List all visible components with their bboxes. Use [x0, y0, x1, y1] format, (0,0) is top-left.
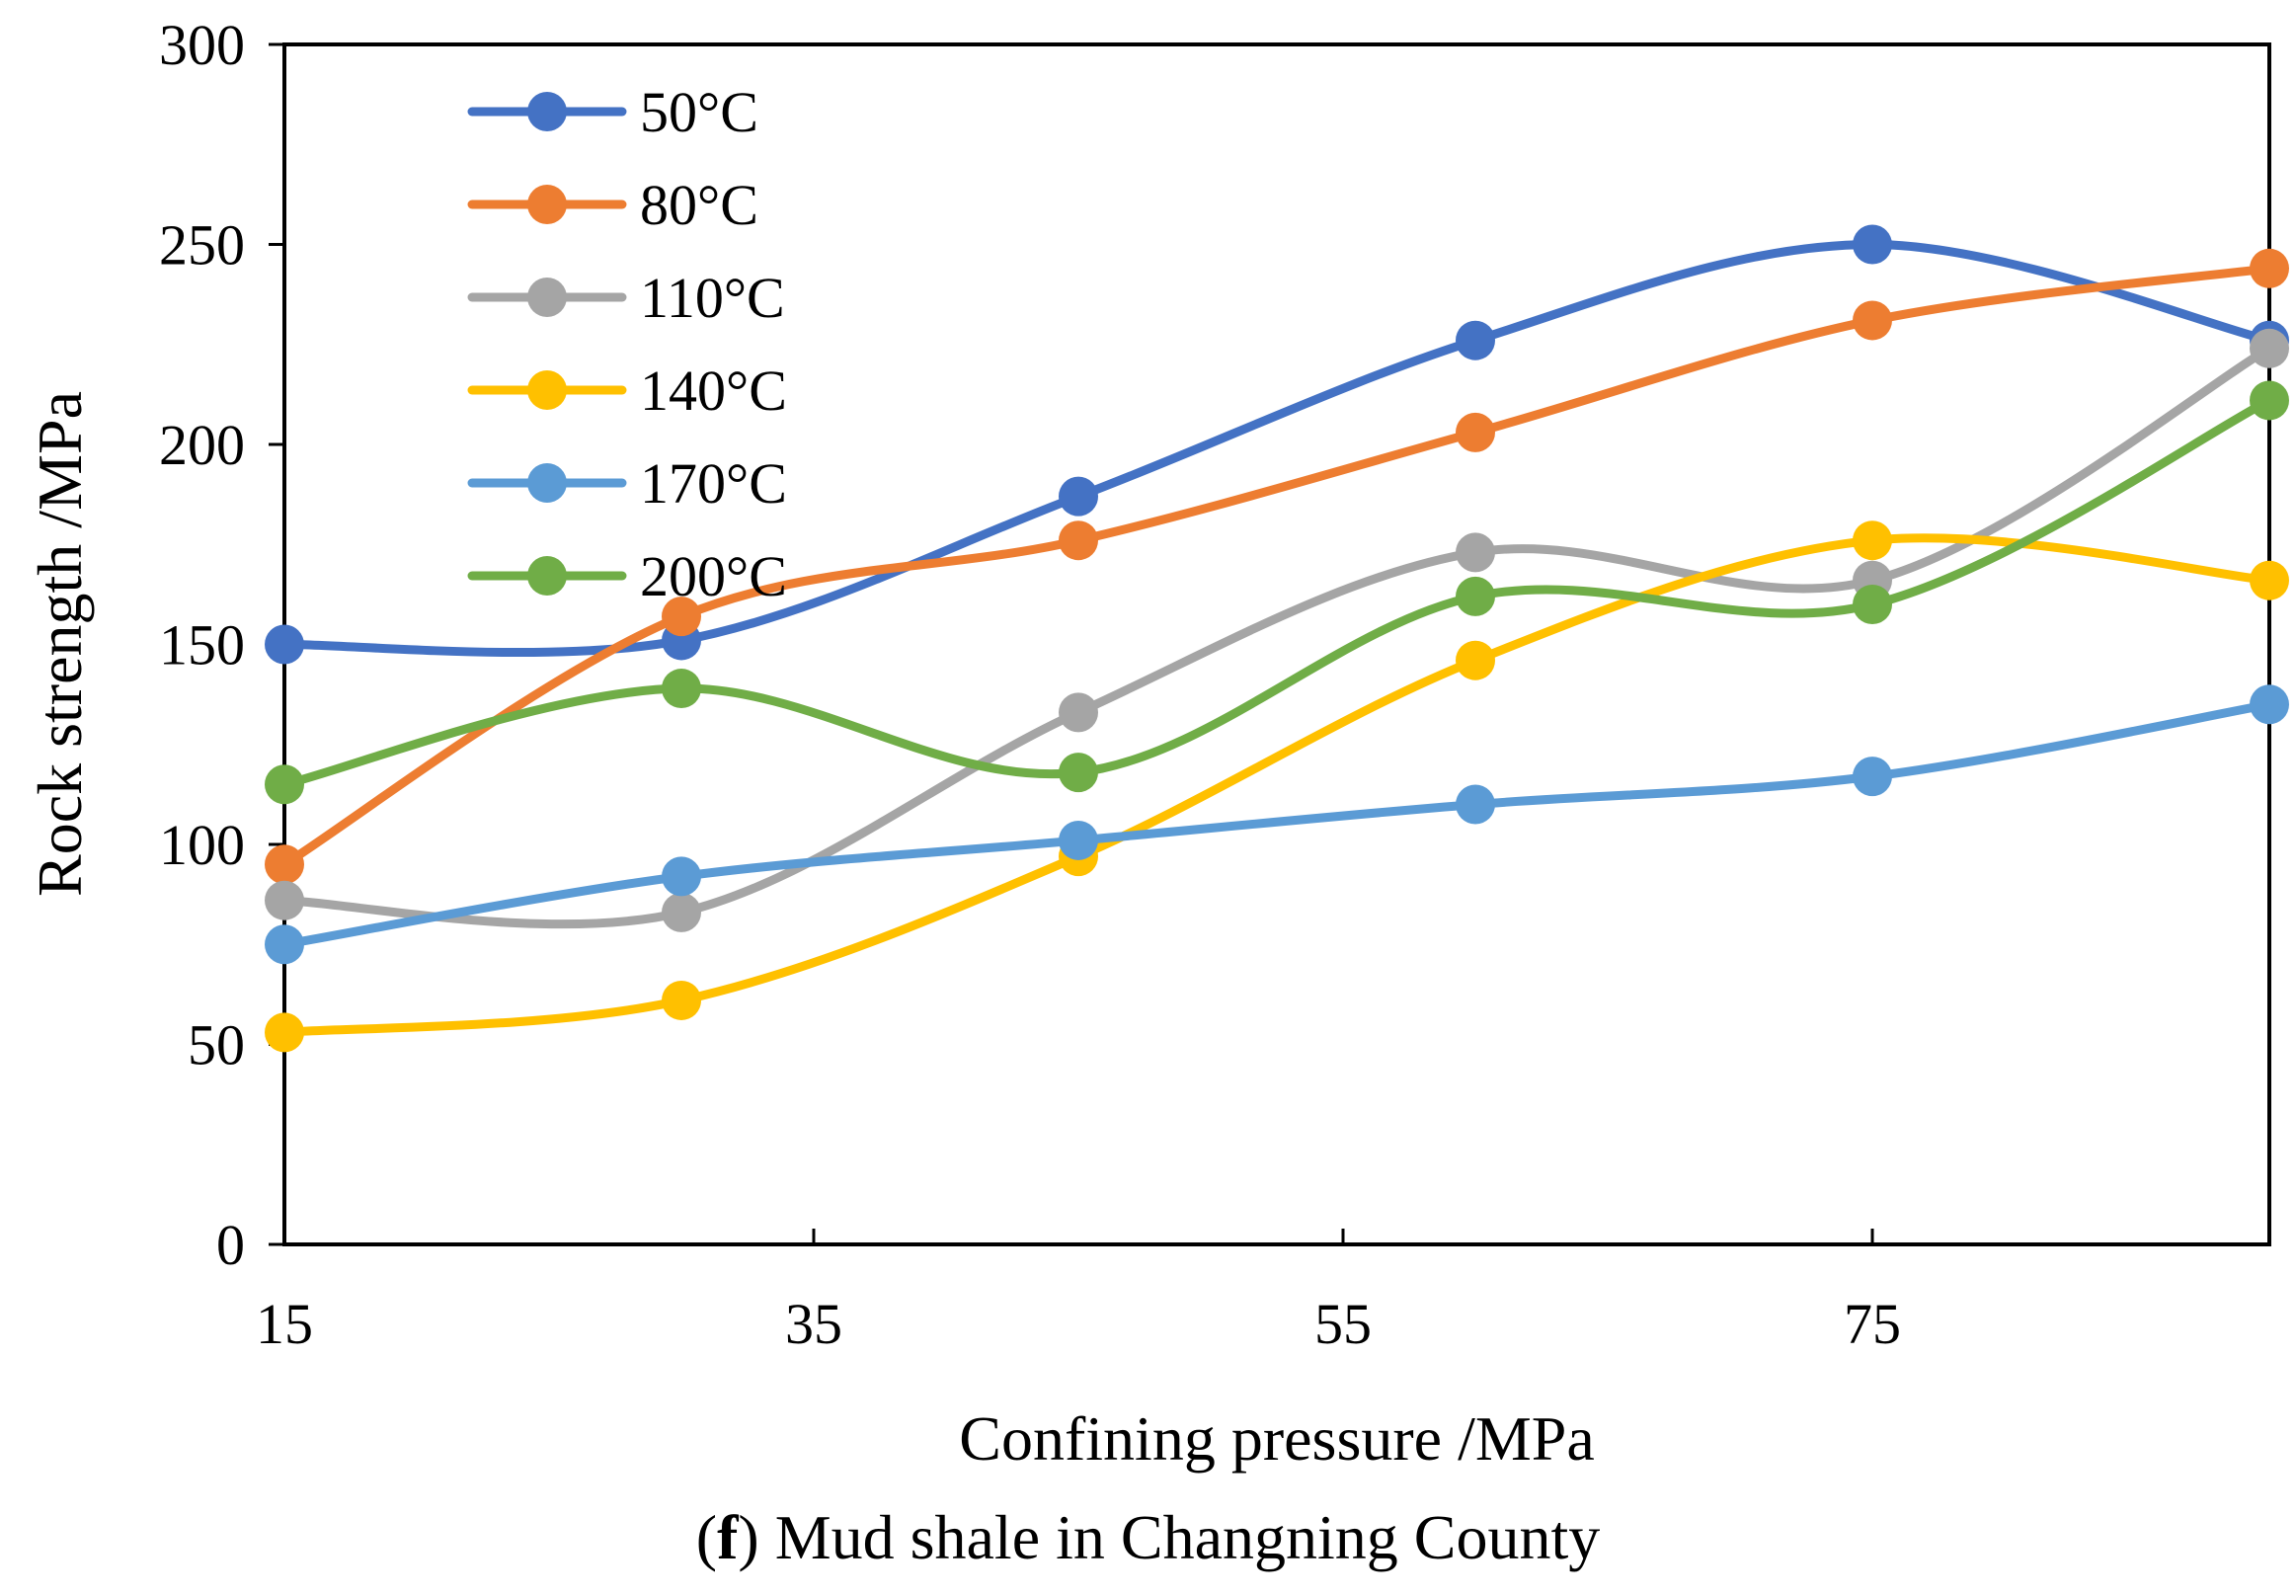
data-point-0-4 [1853, 224, 1892, 265]
y-axis-title: Rock strength /MPa [25, 391, 95, 897]
y-tick-label: 100 [159, 813, 245, 877]
y-tick-label: 150 [159, 613, 245, 678]
data-point-1-1 [662, 597, 701, 637]
data-point-2-3 [1456, 532, 1495, 573]
data-point-5-2 [1059, 753, 1098, 793]
data-point-3-4 [1853, 520, 1892, 561]
plot-area-border [282, 42, 2271, 1246]
series-line-2 [279, 344, 2274, 929]
data-point-1-0 [265, 844, 304, 885]
data-point-4-2 [1059, 820, 1098, 860]
y-tick-label: 0 [216, 1213, 245, 1277]
data-point-0-3 [1456, 320, 1495, 360]
legend-marker-1 [527, 185, 567, 224]
data-point-5-3 [1456, 576, 1495, 616]
legend: 50°C 80°C 110°C 140°C 170°C 200°C [467, 80, 787, 608]
series-line-1 [279, 264, 2274, 869]
legend-marker-0 [527, 92, 567, 131]
y-tick-label: 50 [188, 1013, 245, 1077]
data-point-5-5 [2250, 380, 2289, 421]
figure-caption: (f) Mud shale in Changning County [0, 1501, 2296, 1574]
series-line-4 [279, 699, 2274, 949]
series-markers [265, 224, 2289, 1053]
data-point-1-5 [2250, 248, 2289, 288]
legend-label-0: 50°C [640, 80, 758, 144]
data-point-0-2 [1059, 476, 1098, 517]
data-point-1-3 [1456, 412, 1495, 452]
legend-marker-4 [527, 463, 567, 503]
y-axis-ticks: 0 50 100 150 200 250 300 [159, 13, 284, 1277]
x-axis-ticks: 15 35 55 75 [256, 1229, 1901, 1356]
legend-label-4: 170°C [640, 451, 787, 516]
data-point-3-3 [1456, 640, 1495, 680]
y-tick-label: 250 [159, 213, 245, 278]
x-tick-label: 15 [256, 1292, 313, 1356]
legend-label-2: 110°C [640, 266, 785, 330]
data-point-4-0 [265, 924, 304, 965]
data-point-3-1 [662, 980, 701, 1020]
legend-marker-2 [527, 278, 567, 317]
data-point-3-0 [265, 1012, 304, 1053]
data-point-4-5 [2250, 684, 2289, 725]
y-tick-label: 200 [159, 413, 245, 477]
y-tick-label: 300 [159, 13, 245, 77]
caption-prefix: ( [695, 1502, 718, 1572]
data-point-3-5 [2250, 560, 2289, 600]
data-point-0-0 [265, 624, 304, 665]
data-point-5-0 [265, 764, 304, 805]
data-point-2-5 [2250, 328, 2289, 368]
data-point-5-1 [662, 669, 701, 709]
x-tick-label: 55 [1314, 1292, 1372, 1356]
legend-label-5: 200°C [640, 544, 787, 608]
data-point-4-1 [662, 856, 701, 897]
legend-marker-3 [527, 370, 567, 410]
data-point-2-2 [1059, 692, 1098, 733]
caption-text: ) Mud shale in Changning County [738, 1502, 1601, 1572]
x-tick-label: 75 [1844, 1292, 1901, 1356]
legend-label-1: 80°C [640, 173, 758, 237]
data-point-4-4 [1853, 757, 1892, 797]
data-point-2-0 [265, 880, 304, 920]
legend-marker-5 [527, 556, 567, 596]
series-line-5 [279, 395, 2274, 789]
data-point-1-4 [1853, 300, 1892, 341]
series-line-3 [279, 533, 2274, 1037]
data-point-4-3 [1456, 784, 1495, 825]
data-point-2-1 [662, 892, 701, 932]
data-point-5-4 [1853, 585, 1892, 624]
x-axis-title: Confining pressure /MPa [959, 1403, 1595, 1474]
x-tick-label: 35 [785, 1292, 842, 1356]
caption-letter: f [717, 1502, 739, 1572]
data-point-1-2 [1059, 520, 1098, 561]
legend-label-3: 140°C [640, 359, 787, 423]
series-lines [279, 239, 2274, 1037]
